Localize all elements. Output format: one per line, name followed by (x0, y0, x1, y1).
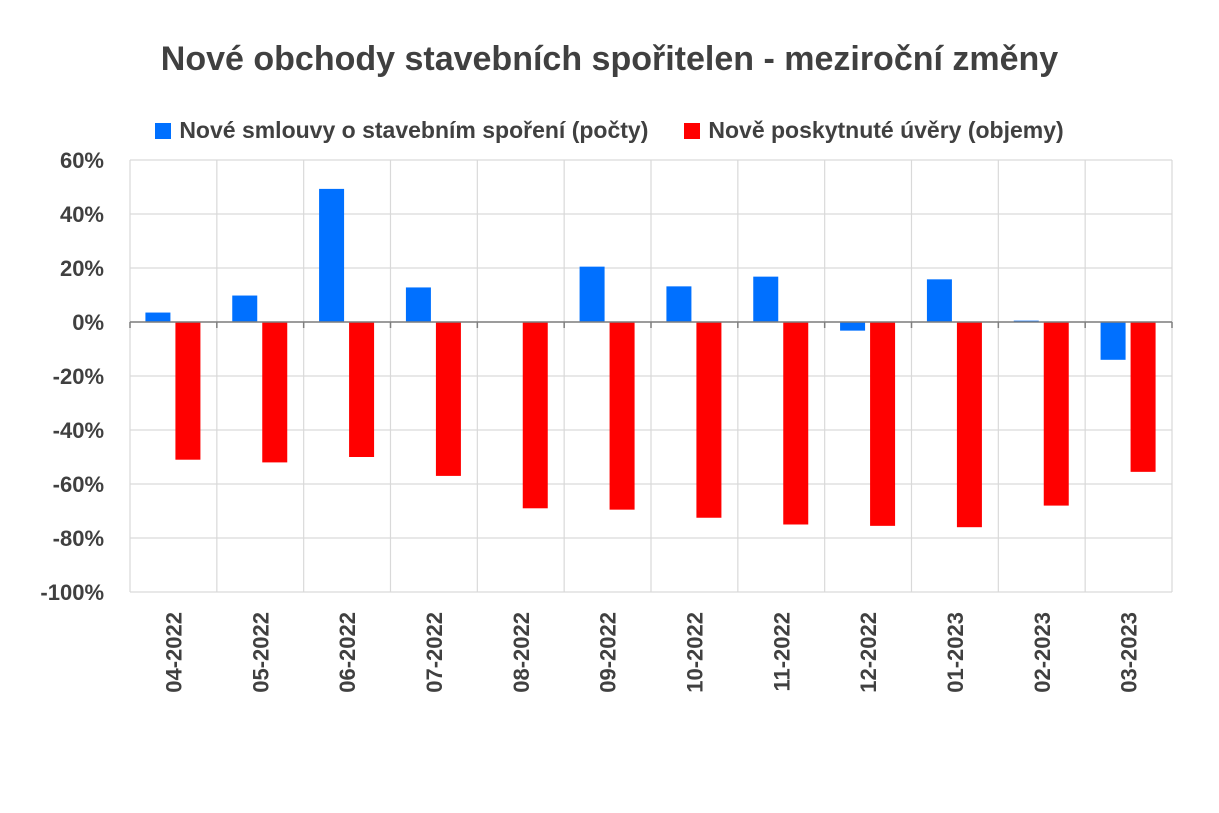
y-tick-label: 0% (72, 310, 104, 335)
y-tick-label: -100% (40, 580, 104, 605)
bar-contracts (319, 188, 345, 322)
bar-contracts (666, 286, 692, 322)
x-category-label: 10-2022 (682, 612, 707, 693)
legend-swatch-blue (155, 122, 172, 139)
bar-contracts (232, 295, 258, 322)
bar-loans (783, 322, 809, 525)
bar-loans (870, 322, 896, 526)
y-tick-label: -80% (53, 526, 104, 551)
legend-label-series-1: Nové smlouvy o stavebním spoření (počty) (179, 117, 649, 143)
bar-loans (175, 322, 201, 460)
bar-loans (609, 322, 635, 510)
x-category-label: 08-2022 (509, 612, 534, 693)
bar-contracts (840, 322, 866, 331)
y-tick-label: 20% (60, 256, 104, 281)
legend-item-series-1: Nové smlouvy o stavebním spoření (počty) (155, 117, 648, 144)
legend-item-series-2: Nově poskytnuté úvěry (objemy) (684, 117, 1064, 144)
x-category-label: 04-2022 (161, 612, 186, 693)
x-category-label: 06-2022 (335, 612, 360, 693)
bar-loans (262, 322, 288, 463)
x-category-label: 03-2023 (1117, 612, 1142, 693)
y-tick-label: -20% (53, 364, 104, 389)
x-category-label: 05-2022 (248, 612, 273, 693)
bar-contracts (145, 312, 171, 322)
bar-loans (522, 322, 548, 509)
legend-label-series-2: Nově poskytnuté úvěry (objemy) (708, 117, 1064, 143)
bar-loans (349, 322, 375, 457)
legend-swatch-red (684, 122, 701, 139)
bar-loans (1130, 322, 1156, 472)
x-category-label: 01-2023 (943, 612, 968, 693)
x-category-label: 02-2023 (1030, 612, 1055, 693)
x-category-label: 09-2022 (596, 612, 621, 693)
bar-contracts (1100, 322, 1126, 360)
y-tick-label: -40% (53, 418, 104, 443)
bar-loans (696, 322, 722, 518)
y-tick-label: -60% (53, 472, 104, 497)
y-tick-label: 40% (60, 202, 104, 227)
y-tick-label: 60% (60, 148, 104, 173)
bar-loans (956, 322, 982, 528)
x-category-label: 12-2022 (856, 612, 881, 693)
x-category-label: 07-2022 (422, 612, 447, 693)
bar-loans (1043, 322, 1069, 506)
bar-contracts (405, 287, 431, 322)
x-category-label: 11-2022 (769, 612, 794, 692)
legend: Nové smlouvy o stavebním spoření (počty)… (0, 117, 1219, 144)
bar-contracts (926, 279, 952, 322)
chart-title: Nové obchody stavebních spořitelen - mez… (160, 40, 1059, 78)
bar-loans (435, 322, 461, 476)
bar-contracts (579, 266, 605, 322)
bar-contracts (753, 276, 779, 322)
